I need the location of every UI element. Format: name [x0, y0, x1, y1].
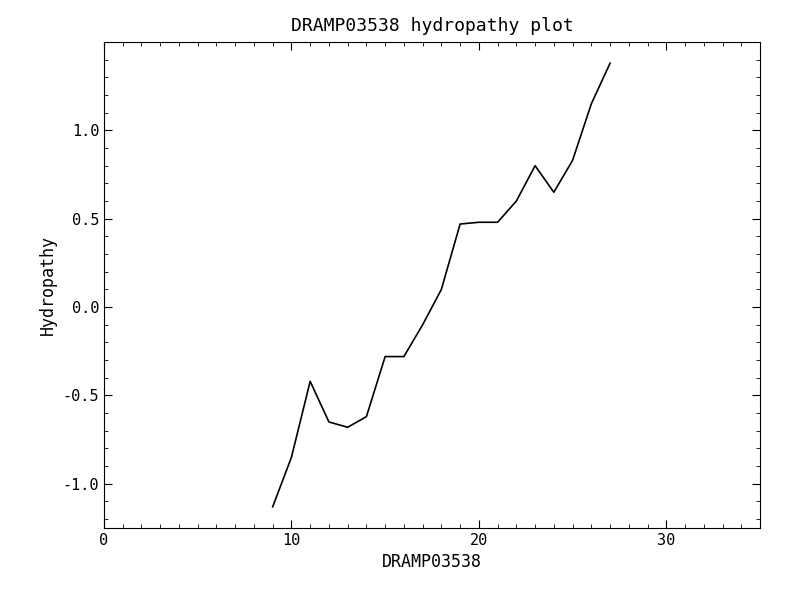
Title: DRAMP03538 hydropathy plot: DRAMP03538 hydropathy plot	[290, 17, 574, 35]
Y-axis label: Hydropathy: Hydropathy	[39, 235, 57, 335]
X-axis label: DRAMP03538: DRAMP03538	[382, 553, 482, 571]
